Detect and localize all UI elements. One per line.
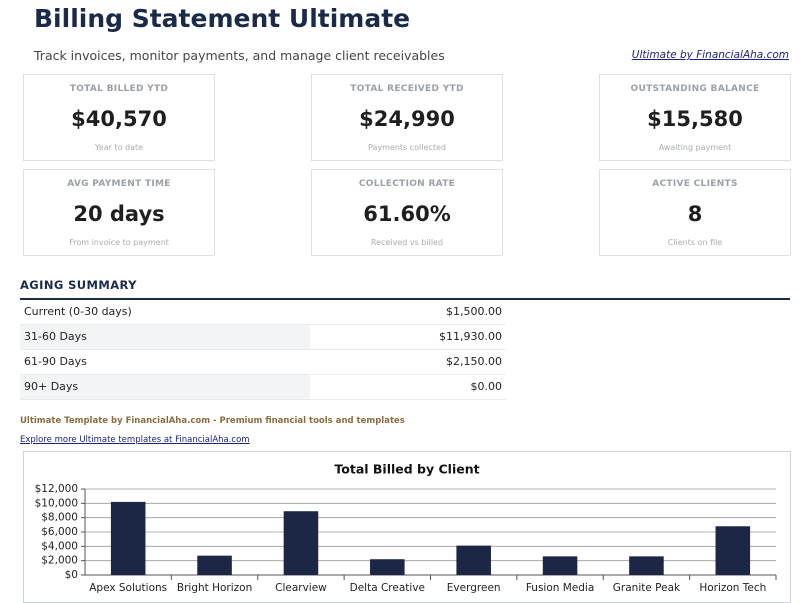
y-tick-label: $0 <box>65 569 78 581</box>
kpi-label: TOTAL RECEIVED YTD <box>350 84 464 94</box>
bar <box>370 559 405 575</box>
x-tick-label: Apex Solutions <box>89 582 167 594</box>
y-tick-label: $4,000 <box>41 540 78 552</box>
aging-amount: $2,150.00 <box>446 355 502 368</box>
y-tick-label: $8,000 <box>41 512 78 524</box>
kpi-card: AVG PAYMENT TIME 20 days From invoice to p… <box>23 169 215 256</box>
aging-row: 31-60 Days $11,930.00 <box>20 325 506 350</box>
kpi-note: From invoice to payment <box>69 238 169 247</box>
x-tick-label: Evergreen <box>447 582 501 594</box>
kpi-card: COLLECTION RATE 61.60% Received vs billed <box>311 169 503 256</box>
section-title: AGING SUMMARY <box>20 278 137 292</box>
y-tick-label: $2,000 <box>41 555 78 567</box>
aging-row: 90+ Days $0.00 <box>20 375 506 400</box>
bar <box>542 556 578 575</box>
kpi-value: 8 <box>687 202 703 226</box>
kpi-value: $40,570 <box>71 107 167 131</box>
kpi-card: OUTSTANDING BALANCE $15,580 Awaiting payme… <box>599 74 791 161</box>
y-tick-label: $6,000 <box>41 526 78 538</box>
x-tick-label: Fusion Media <box>526 582 594 594</box>
bar <box>629 556 664 575</box>
row-shade <box>20 375 310 399</box>
kpi-label: OUTSTANDING BALANCE <box>630 84 760 94</box>
kpi-note: Awaiting payment <box>658 143 732 152</box>
kpi-note: Year to date <box>94 143 144 152</box>
kpi-label: TOTAL BILLED YTD <box>69 84 169 94</box>
aging-row: Current (0-30 days) $1,500.00 <box>20 300 506 325</box>
x-tick-label: Clearview <box>275 582 327 594</box>
kpi-card: TOTAL RECEIVED YTD $24,990 Payments collec… <box>311 74 503 161</box>
aging-amount: $1,500.00 <box>446 305 502 318</box>
chart: Total Billed by Client $0 $2,000 $4,000 $6,… <box>23 451 791 603</box>
x-tick-label: Delta Creative <box>350 582 425 594</box>
kpi-note: Payments collected <box>368 143 446 152</box>
bar <box>283 511 319 575</box>
x-tick-label: Horizon Tech <box>699 582 766 594</box>
aging-row: 61-90 Days $2,150.00 <box>20 350 506 375</box>
kpi-value: $24,990 <box>359 107 455 131</box>
kpi-note: Received vs billed <box>370 238 444 247</box>
aging-label: 90+ Days <box>24 380 79 393</box>
aging-label: Current (0-30 days) <box>24 305 132 318</box>
row-shade <box>20 325 310 349</box>
x-tick-label: Granite Peak <box>613 582 681 594</box>
kpi-note: Clients on file <box>667 238 723 247</box>
x-tick-label: Bright Horizon <box>177 582 252 594</box>
bar <box>456 545 491 575</box>
page-title: Billing Statement Ultimate <box>34 4 411 33</box>
aging-label: 31-60 Days <box>24 330 87 343</box>
kpi-card: TOTAL BILLED YTD $40,570 Year to date <box>23 74 215 161</box>
aging-label: 61-90 Days <box>24 355 87 368</box>
header-link[interactable]: Ultimate by FinancialAha.com <box>631 49 789 61</box>
y-tick-label: $12,000 <box>35 483 78 495</box>
section-rule <box>20 298 790 300</box>
kpi-label: ACTIVE CLIENTS <box>652 179 738 189</box>
kpi-label: COLLECTION RATE <box>358 179 456 189</box>
bar <box>197 555 232 575</box>
bar <box>715 526 751 575</box>
aging-amount: $0.00 <box>470 380 503 393</box>
bar <box>110 501 146 575</box>
kpi-card: ACTIVE CLIENTS 8 Clients on file <box>599 169 791 256</box>
chart-title: Total Billed by Client <box>334 462 479 477</box>
aging-amount: $11,930.00 <box>439 330 502 343</box>
y-tick-label: $10,000 <box>35 497 78 509</box>
subtitle: Track invoices, monitor payments, and ma… <box>34 48 445 63</box>
kpi-value: 20 days <box>73 202 165 226</box>
footer-text: Ultimate Template by FinancialAha.com - … <box>20 416 405 426</box>
kpi-label: AVG PAYMENT TIME <box>67 179 171 189</box>
kpi-value: 61.60% <box>363 202 451 226</box>
footer-link[interactable]: Explore more Ultimate templates at Finan… <box>20 435 250 445</box>
kpi-value: $15,580 <box>647 107 743 131</box>
